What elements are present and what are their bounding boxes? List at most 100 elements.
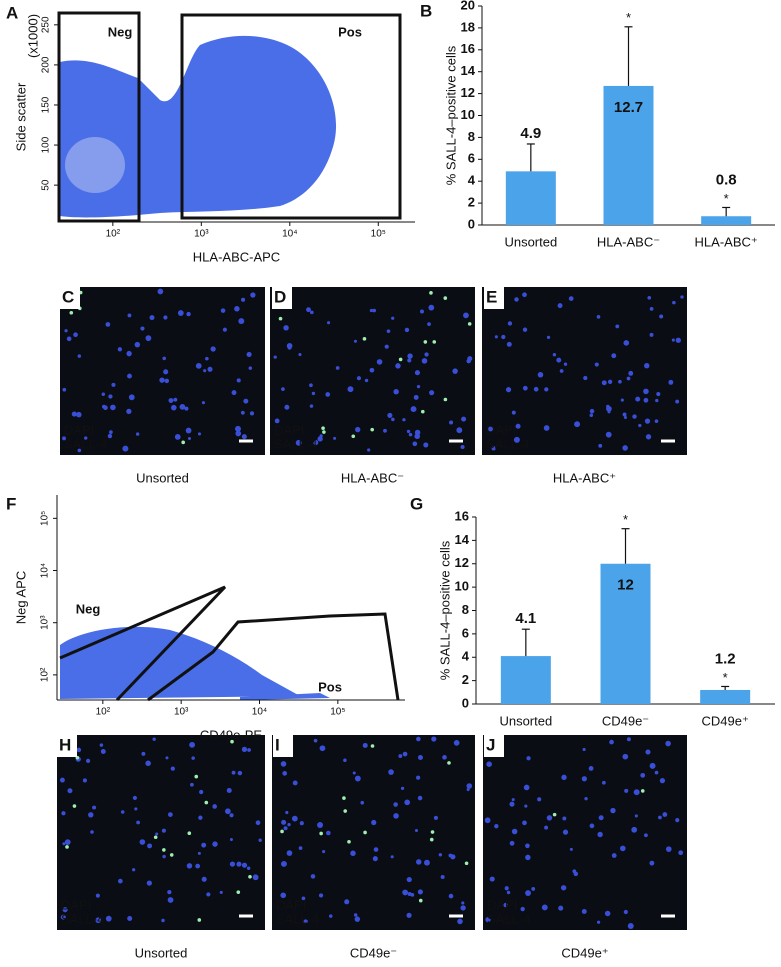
nucleus xyxy=(77,354,82,358)
nucleus xyxy=(111,382,116,387)
y-tick-label: 18 xyxy=(461,19,475,34)
nucleus xyxy=(353,913,358,917)
nucleus xyxy=(64,839,71,846)
nucleus xyxy=(206,892,211,897)
nucleus xyxy=(122,445,129,452)
gate-label: Neg xyxy=(76,601,101,616)
nucleus xyxy=(369,367,375,373)
nucleus xyxy=(280,892,287,899)
nucleus xyxy=(678,850,684,856)
nucleus xyxy=(645,434,652,440)
nucleus xyxy=(491,446,496,451)
nucleus xyxy=(371,819,377,826)
nucleus xyxy=(487,426,493,432)
nucleus xyxy=(506,890,511,895)
sall4-cell xyxy=(398,357,403,362)
nucleus xyxy=(665,740,671,747)
nucleus xyxy=(584,796,588,801)
sall4-cell xyxy=(194,774,199,779)
nucleus xyxy=(92,805,97,810)
nucleus xyxy=(649,762,656,769)
nucleus xyxy=(173,397,178,402)
nucleus xyxy=(117,347,123,352)
sall4-cell xyxy=(443,296,448,300)
nucleus xyxy=(645,749,651,755)
nucleus xyxy=(354,916,361,922)
gate-neg xyxy=(57,11,141,223)
letter-tab xyxy=(272,287,292,309)
nucleus xyxy=(177,310,184,316)
nucleus xyxy=(583,375,588,381)
nucleus xyxy=(644,833,648,838)
nucleus xyxy=(310,310,314,315)
nucleus xyxy=(146,880,152,886)
nucleus xyxy=(588,766,594,771)
nucleus xyxy=(67,788,73,794)
x-axis-label: CD49e-PE xyxy=(200,727,262,742)
nucleus xyxy=(675,337,681,343)
nucleus xyxy=(522,292,527,298)
value-label: 0.8 xyxy=(716,171,737,188)
nucleus xyxy=(229,813,234,818)
nucleus xyxy=(189,741,196,748)
nucleus xyxy=(388,769,394,775)
nucleus xyxy=(134,341,141,348)
nucleus xyxy=(596,920,601,924)
nucleus xyxy=(372,308,377,313)
nucleus xyxy=(369,308,374,313)
nucleus xyxy=(190,782,194,787)
nucleus xyxy=(152,737,156,741)
nucleus xyxy=(167,889,172,895)
nucleus xyxy=(319,434,323,438)
nucleus xyxy=(62,387,67,392)
nucleus xyxy=(407,353,413,359)
nucleus xyxy=(408,432,413,437)
nucleus xyxy=(85,758,91,763)
nucleus xyxy=(659,778,666,784)
nucleus xyxy=(335,366,340,370)
nucleus xyxy=(525,843,530,849)
nucleus xyxy=(384,344,389,349)
y-tick-label: 10³ xyxy=(40,615,51,630)
nucleus xyxy=(627,923,634,929)
sall4-cell xyxy=(467,322,472,326)
cell-density xyxy=(60,35,337,218)
sall4-cell xyxy=(418,898,423,903)
panel-letter: F xyxy=(6,494,16,513)
nucleus xyxy=(543,425,550,431)
nucleus xyxy=(161,828,166,833)
nucleus xyxy=(201,842,207,848)
nucleus xyxy=(205,356,209,361)
y-tick-label: 8 xyxy=(468,129,475,144)
nucleus xyxy=(658,815,662,820)
nucleus xyxy=(249,411,255,416)
significance-marker: * xyxy=(623,512,628,527)
nucleus xyxy=(127,373,132,379)
nucleus xyxy=(541,904,548,911)
nucleus xyxy=(237,770,243,776)
nucleus xyxy=(299,821,304,826)
nucleus xyxy=(537,797,542,802)
micrograph xyxy=(272,735,475,930)
nucleus xyxy=(117,878,123,884)
nucleus xyxy=(406,876,412,883)
panel-letter: E xyxy=(486,287,497,306)
nucleus xyxy=(322,850,326,854)
nucleus xyxy=(252,874,259,881)
stain-label: SALL-4 xyxy=(276,911,319,926)
nucleus xyxy=(84,436,88,440)
nucleus xyxy=(163,369,169,375)
nucleus xyxy=(522,327,528,332)
y-tick-label: 16 xyxy=(455,508,469,523)
nucleus xyxy=(231,390,237,396)
nucleus xyxy=(61,811,66,816)
nucleus xyxy=(466,358,471,364)
nucleus xyxy=(461,416,467,422)
stain-label: DAPI xyxy=(64,422,94,437)
nucleus xyxy=(424,859,430,866)
nucleus xyxy=(149,315,155,321)
x-tick-label: 10² xyxy=(96,707,111,718)
y-tick-label: 10⁴ xyxy=(40,563,51,578)
y-tick-label: 0 xyxy=(462,695,469,710)
nucleus xyxy=(546,815,553,821)
